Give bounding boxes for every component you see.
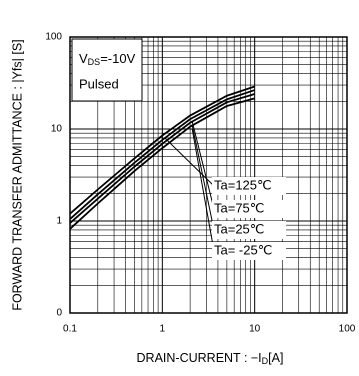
x-label-rest: [A] — [268, 351, 283, 365]
x-tick-label: 10 — [249, 324, 261, 335]
x-tick-label: 1 — [160, 324, 166, 335]
label-pointer — [163, 137, 215, 187]
y-tick-label: 1 — [56, 216, 62, 227]
annotation-line: VDS=-10V — [79, 51, 136, 67]
x-label-main: DRAIN-CURRENT : −I — [137, 351, 262, 365]
line-series — [69, 85, 255, 215]
series-label: Ta=75℃ — [214, 200, 264, 215]
y-tick-label: 0 — [56, 308, 62, 319]
label-pointer — [191, 128, 215, 252]
label-bg — [212, 242, 286, 260]
line-series — [69, 89, 255, 220]
label-pointer — [191, 124, 215, 231]
x-label-sub: D — [262, 356, 269, 366]
line-series — [69, 93, 255, 224]
label-pointer — [191, 121, 215, 210]
label-bg — [212, 177, 286, 195]
annotation-main: V — [79, 51, 88, 66]
annotation-line: Pulsed — [79, 76, 119, 91]
y-tick-label: 10 — [51, 124, 63, 135]
annotation-box — [71, 38, 143, 102]
series-label: Ta=25℃ — [214, 221, 264, 236]
series-label: Ta=125℃ — [214, 177, 272, 192]
y-tick-label: 100 — [45, 32, 62, 43]
x-tick-label: 0.1 — [63, 324, 77, 335]
plot-frame — [69, 36, 348, 314]
annotation-sub: DS — [88, 57, 101, 67]
label-bg — [212, 221, 286, 239]
label-bg — [212, 200, 286, 218]
x-axis-label: DRAIN-CURRENT : −ID[A] — [137, 351, 284, 366]
annotation-rest: =-10V — [100, 51, 135, 66]
y-axis-label: FORWARD TRANSFER ADMITTANCE : |Yfs| [S] — [10, 39, 24, 310]
series-label: Ta= -25℃ — [214, 242, 272, 257]
line-series — [69, 97, 255, 230]
x-tick-label: 100 — [339, 324, 356, 335]
